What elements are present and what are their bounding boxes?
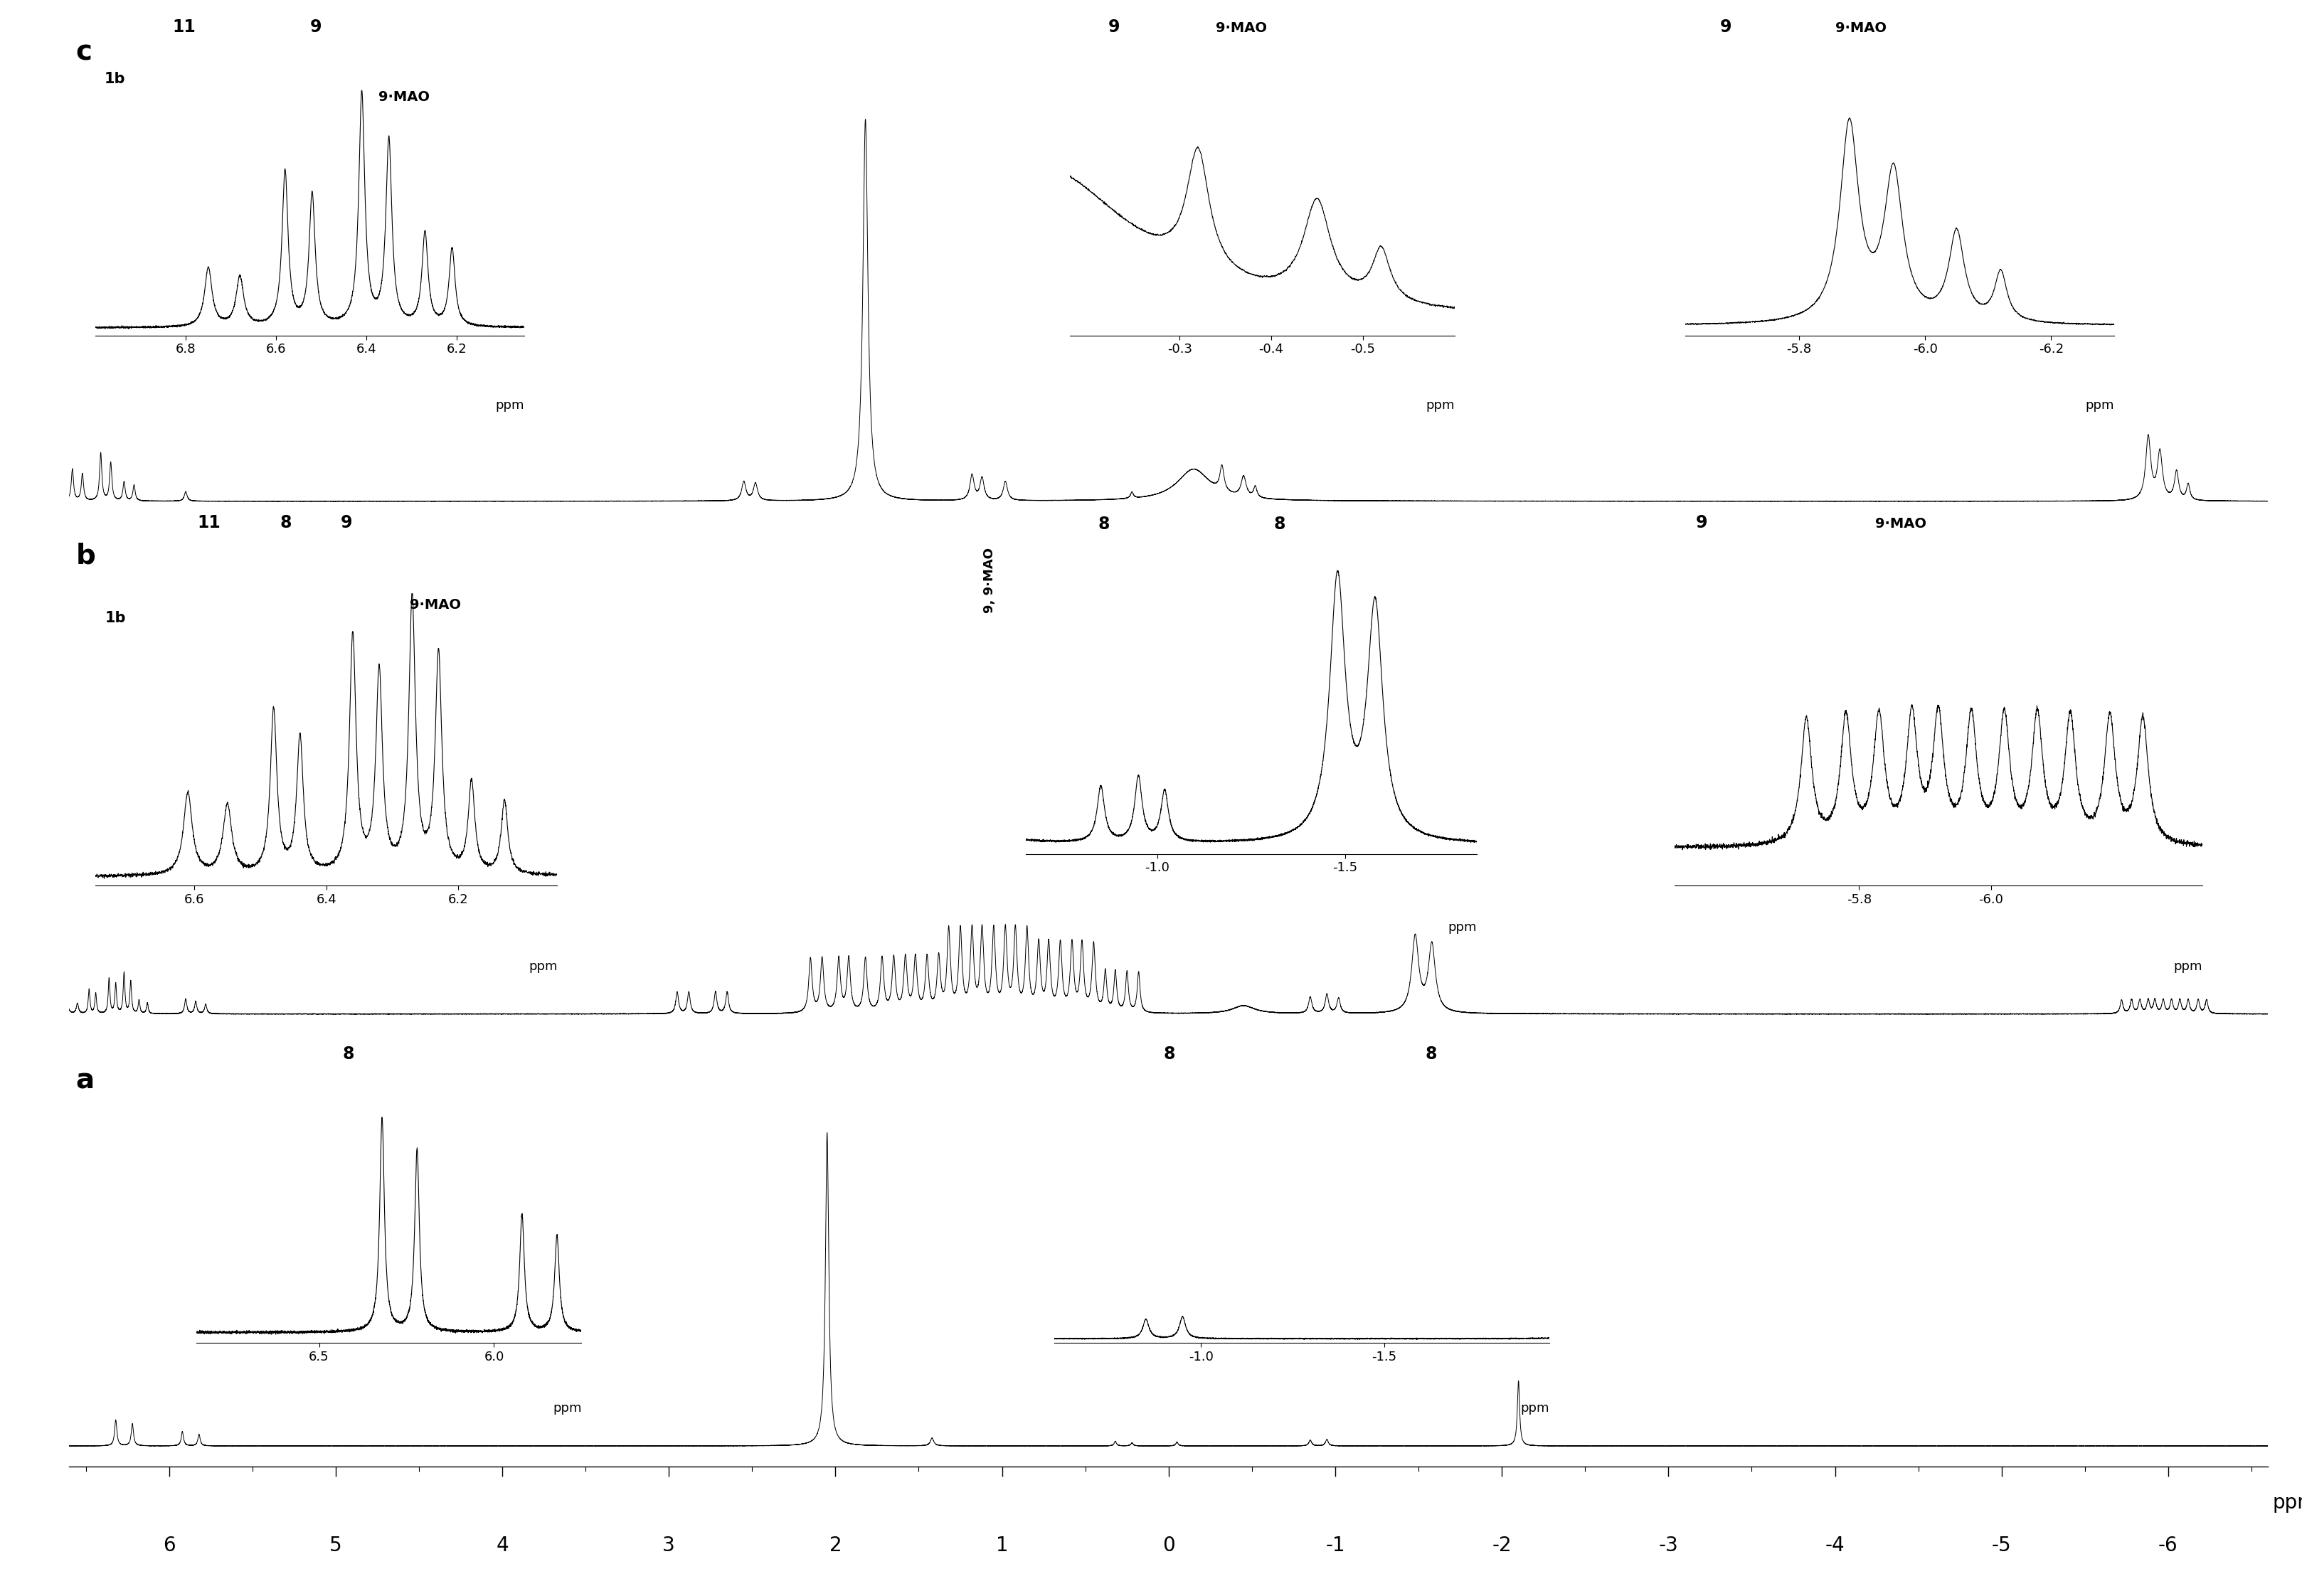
Text: b: b bbox=[76, 543, 94, 570]
Text: a: a bbox=[76, 1066, 94, 1093]
Text: ppm: ppm bbox=[2272, 1492, 2302, 1513]
Text: c: c bbox=[76, 38, 92, 65]
